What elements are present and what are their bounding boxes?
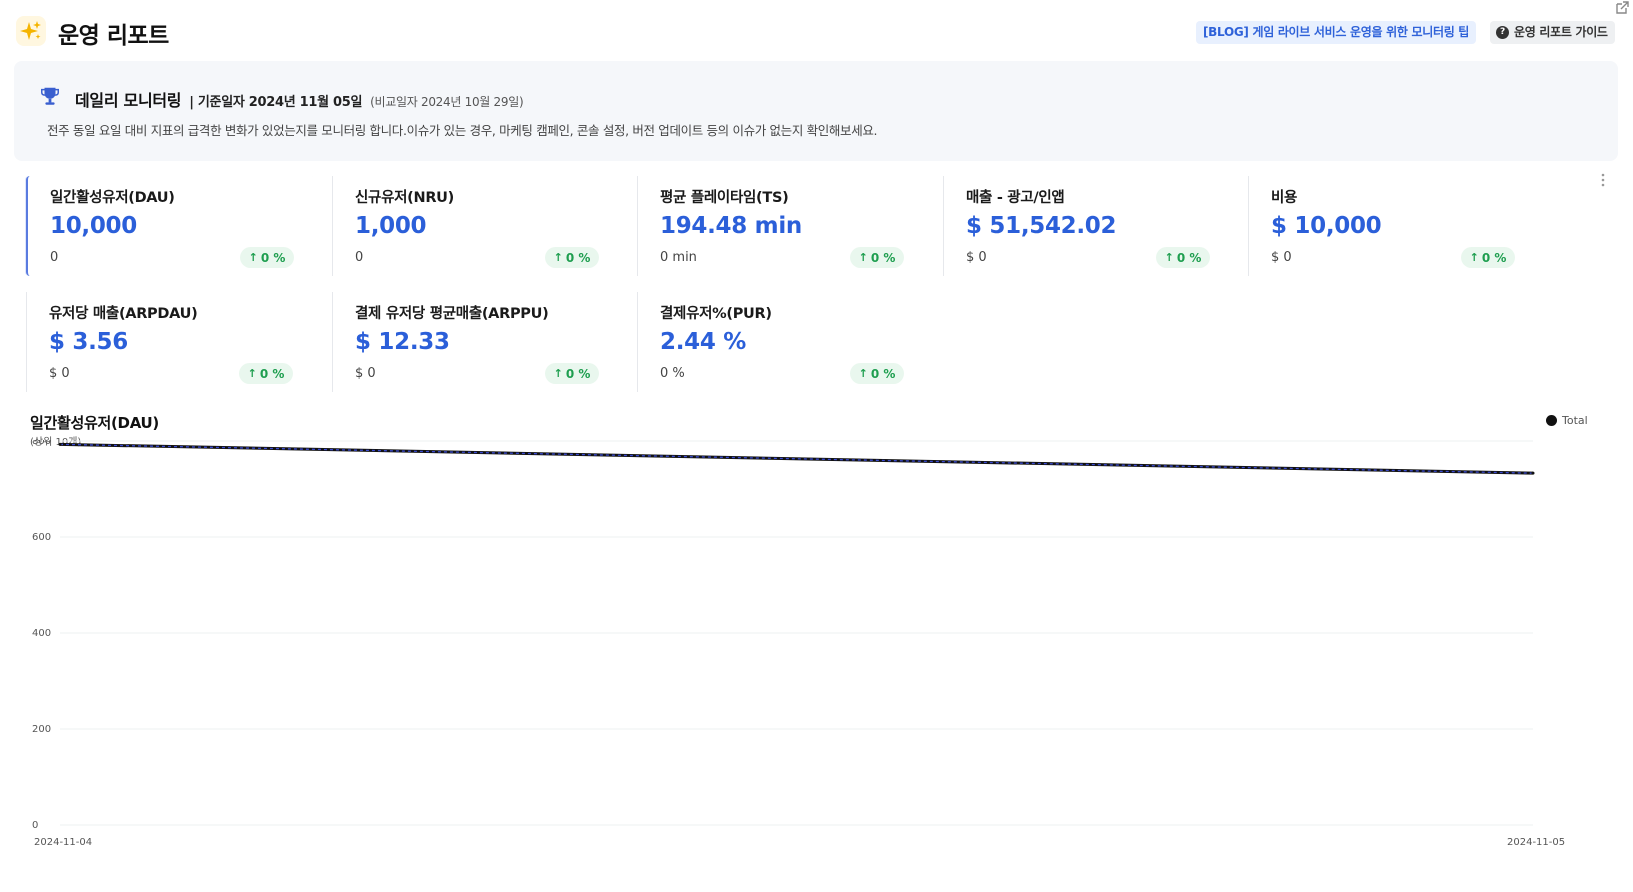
arrow-up-icon: ↑ [858, 251, 868, 264]
y-tick-label: 800 [32, 440, 51, 447]
metric-label: 신규유저(NRU) [355, 190, 454, 206]
change-value: 0 % [259, 366, 285, 381]
series-line-total [59, 442, 1534, 475]
metric-value: 10,000 [50, 213, 137, 239]
change-value: 0 % [870, 250, 896, 265]
change-badge: ↑ 0 % [545, 363, 599, 384]
metric-value: 2.44 % [660, 329, 746, 355]
legend-marker [1546, 415, 1557, 426]
legend-label: Total [1562, 414, 1588, 427]
dau-line-chart: 0 200 400 600 800 2024-11-04 2024-11-05 [32, 440, 1565, 848]
metric-label: 평균 플레이타임(TS) [660, 190, 789, 206]
change-badge: ↑ 0 % [1461, 247, 1515, 268]
metric-label: 매출 - 광고/인앱 [966, 190, 1065, 206]
change-badge: ↑ 0 % [239, 363, 293, 384]
metric-value: $ 12.33 [355, 329, 450, 355]
data-point[interactable] [1531, 471, 1535, 475]
metric-previous: 0 [355, 250, 364, 265]
metric-value: $ 3.56 [49, 329, 128, 355]
compare-date: (비교일자 2024년 10월 29일) [370, 95, 524, 109]
metric-label: 비용 [1271, 190, 1298, 206]
external-link-icon[interactable] [1614, 0, 1630, 16]
help-icon: ? [1496, 26, 1509, 39]
chart-legend[interactable]: Total [1546, 414, 1588, 427]
y-tick-label: 400 [32, 628, 51, 639]
metric-value: $ 10,000 [1271, 213, 1382, 239]
metric-previous: $ 0 [49, 366, 70, 381]
metric-previous: 0 % [660, 366, 685, 381]
change-value: 0 % [260, 250, 286, 265]
metric-card-arpdau[interactable]: 유저당 매출(ARPDAU) $ 3.56 $ 0 ↑ 0 % [26, 292, 316, 392]
x-tick-label: 2024-11-05 [1507, 837, 1565, 848]
metric-previous: $ 0 [1271, 250, 1292, 265]
change-badge: ↑ 0 % [545, 247, 599, 268]
change-badge: ↑ 0 % [850, 247, 904, 268]
daily-monitoring-panel: 데일리 모니터링 | 기준일자 2024년 11월 05일 (비교일자 2024… [14, 61, 1618, 161]
arrow-up-icon: ↑ [858, 367, 868, 380]
info-title: 데일리 모니터링 [75, 91, 182, 110]
arrow-up-icon: ↑ [247, 367, 257, 380]
info-title-row: 데일리 모니터링 | 기준일자 2024년 11월 05일 (비교일자 2024… [75, 87, 524, 111]
blog-link[interactable]: [BLOG] 게임 라이브 서비스 운영을 위한 모니터링 팁 [1196, 21, 1477, 44]
change-value: 0 % [565, 250, 591, 265]
info-description: 전주 동일 요일 대비 지표의 급격한 변화가 있었는지를 모니터링 합니다.이… [47, 123, 878, 138]
metric-previous: $ 0 [966, 250, 987, 265]
arrow-up-icon: ↑ [1164, 251, 1174, 264]
metric-label: 결제 유저당 평균매출(ARPPU) [355, 306, 549, 322]
metric-value: 1,000 [355, 213, 427, 239]
arrow-up-icon: ↑ [1469, 251, 1479, 264]
chart-subtitle: (상위 10개) [30, 437, 82, 448]
change-badge: ↑ 0 % [240, 247, 294, 268]
metric-previous: 0 [50, 250, 59, 265]
base-date: | 기준일자 2024년 11월 05일 [189, 95, 363, 110]
metric-previous: 0 min [660, 250, 697, 265]
guide-button-label: 운영 리포트 가이드 [1514, 25, 1608, 39]
change-value: 0 % [565, 366, 591, 381]
metric-label: 결제유저%(PUR) [660, 306, 772, 322]
x-tick-label: 2024-11-04 [34, 837, 92, 848]
change-value: 0 % [1176, 250, 1202, 265]
metric-card-ts[interactable]: 평균 플레이타임(TS) 194.48 min 0 min ↑ 0 % [637, 176, 927, 276]
change-value: 0 % [1481, 250, 1507, 265]
metric-label: 일간활성유저(DAU) [50, 190, 175, 206]
metric-value: 194.48 min [660, 213, 802, 239]
header: 운영 리포트 [BLOG] 게임 라이브 서비스 운영을 위한 모니터링 팁 ?… [0, 0, 1633, 60]
sparkle-icon [16, 16, 46, 46]
more-options-icon[interactable] [1598, 172, 1608, 188]
metric-card-revenue[interactable]: 매출 - 광고/인앱 $ 51,542.02 $ 0 ↑ 0 % [943, 176, 1233, 276]
metric-card-cost[interactable]: 비용 $ 10,000 $ 0 ↑ 0 % [1248, 176, 1538, 276]
metric-card-dau[interactable]: 일간활성유저(DAU) 10,000 0 ↑ 0 % [26, 176, 316, 276]
arrow-up-icon: ↑ [553, 251, 563, 264]
metric-label: 유저당 매출(ARPDAU) [49, 306, 198, 322]
change-badge: ↑ 0 % [1156, 247, 1210, 268]
y-tick-label: 200 [32, 724, 51, 735]
metric-value: $ 51,542.02 [966, 213, 1117, 239]
metric-card-pur[interactable]: 결제유저%(PUR) 2.44 % 0 % ↑ 0 % [637, 292, 927, 392]
arrow-up-icon: ↑ [248, 251, 258, 264]
change-value: 0 % [870, 366, 896, 381]
change-badge: ↑ 0 % [850, 363, 904, 384]
y-tick-label: 600 [32, 532, 51, 543]
trophy-icon [41, 87, 59, 105]
guide-button[interactable]: ? 운영 리포트 가이드 [1490, 21, 1615, 44]
metric-card-nru[interactable]: 신규유저(NRU) 1,000 0 ↑ 0 % [332, 176, 622, 276]
arrow-up-icon: ↑ [553, 367, 563, 380]
chart-title: 일간활성유저(DAU) [30, 414, 159, 432]
y-tick-label: 0 [32, 820, 38, 831]
data-point[interactable] [58, 442, 62, 446]
metric-card-arppu[interactable]: 결제 유저당 평균매출(ARPPU) $ 12.33 $ 0 ↑ 0 % [332, 292, 622, 392]
page-title: 운영 리포트 [58, 23, 169, 49]
metric-previous: $ 0 [355, 366, 376, 381]
